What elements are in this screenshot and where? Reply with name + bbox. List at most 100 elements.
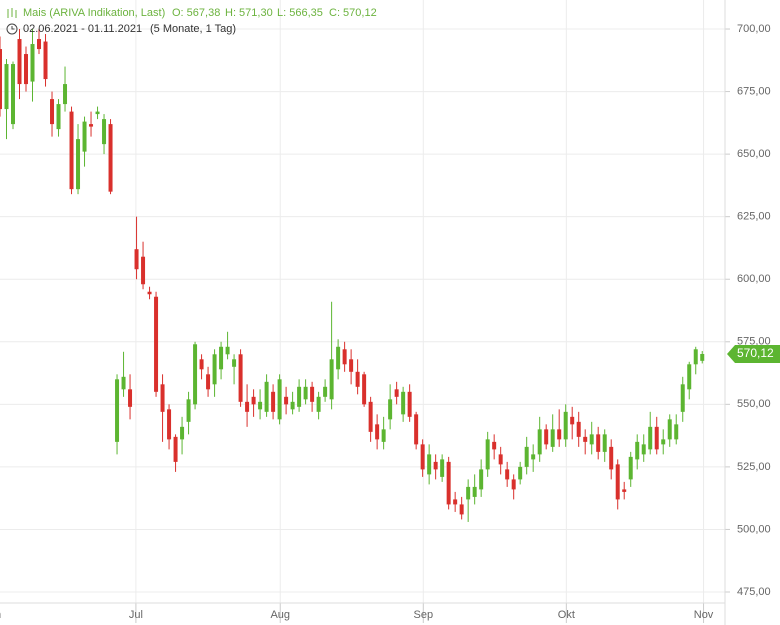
y-tick-label: 600,00 (737, 273, 771, 285)
candle-body (654, 426, 659, 450)
candle-body (154, 296, 159, 392)
candle-body (316, 396, 321, 412)
candle-body (108, 124, 113, 192)
clock-icon (6, 23, 18, 35)
y-tick-label: 575,00 (737, 336, 771, 348)
open-value: O: 567,38 (172, 7, 220, 19)
candle-body (349, 359, 354, 372)
candle-body (362, 374, 367, 405)
candle-body (186, 399, 191, 422)
candle-body (700, 353, 705, 361)
candle-body (693, 349, 698, 365)
y-tick-label: 500,00 (737, 523, 771, 535)
candle-body (531, 454, 536, 460)
candle-body (297, 386, 302, 407)
candle-body (199, 359, 204, 370)
candle-body (687, 364, 692, 390)
candle-body (323, 386, 328, 397)
candle-body (622, 489, 627, 492)
candle-body (329, 359, 334, 400)
candle-body (544, 429, 549, 445)
candle-body (76, 139, 81, 190)
candle-body (290, 401, 295, 410)
candle-body (11, 64, 16, 125)
candle-body (167, 409, 172, 440)
candle-body (609, 446, 614, 470)
candle-body (628, 456, 633, 480)
candle-body (511, 479, 516, 490)
candle-body (557, 429, 562, 440)
high-value: H: 571,30 (225, 7, 273, 19)
candle-body (381, 429, 386, 442)
candle-body (518, 466, 523, 480)
span: (5 Monate, 1 Tag) (150, 23, 236, 35)
candle-body (245, 401, 250, 412)
candle-body (466, 486, 471, 500)
candle-body (212, 354, 217, 385)
candle-body (193, 344, 198, 405)
candle-body (115, 379, 120, 442)
candle-body (433, 461, 438, 470)
candle-body (589, 434, 594, 445)
candle-body (401, 391, 406, 415)
x-tick-label: Aug (270, 609, 290, 621)
close-value: C: 570,12 (329, 7, 377, 19)
candle-body (147, 291, 152, 295)
last-price-badge (727, 344, 780, 363)
candle-body (37, 39, 42, 50)
candle-body (570, 416, 575, 425)
candle-body (550, 429, 555, 447)
candle-body (56, 104, 61, 130)
candle-body (89, 124, 94, 127)
candle-body (121, 376, 126, 390)
candle-body (225, 346, 230, 355)
candle-body (388, 399, 393, 420)
candle-body (303, 386, 308, 400)
x-tick-label: Sep (414, 609, 434, 621)
low-value: L: 566,35 (277, 7, 323, 19)
candle-body (492, 441, 497, 450)
candle-body (95, 111, 100, 115)
candle-body (134, 249, 139, 270)
candle-body (485, 439, 490, 470)
y-tick-label: 700,00 (737, 23, 771, 35)
candle-body (667, 419, 672, 440)
candle-body (251, 396, 256, 405)
candle-body (440, 459, 445, 477)
y-tick-label: 625,00 (737, 211, 771, 223)
candle-body (4, 64, 9, 110)
candle-body (128, 389, 133, 407)
candle-body (394, 389, 399, 397)
candle-body (342, 349, 347, 365)
candle-body (277, 379, 282, 420)
candle-body (310, 386, 315, 402)
candle-body (414, 414, 419, 445)
candle-body (505, 469, 510, 480)
candle-body (24, 54, 29, 85)
y-tick-label: 675,00 (737, 85, 771, 97)
candle-body (284, 396, 289, 405)
candle-body (446, 461, 451, 505)
candle-body (63, 84, 68, 105)
candle-body (641, 444, 646, 455)
candle-body (602, 434, 607, 452)
candle-body (674, 424, 679, 440)
candle-body (173, 436, 178, 462)
candle-body (160, 384, 165, 412)
instrument: Mais (ARIVA Indikation, Last) (23, 7, 165, 19)
candle-body (336, 346, 341, 370)
candle-body (271, 391, 276, 412)
candle-body (69, 111, 74, 190)
candle-body (576, 421, 581, 437)
candle-body (453, 499, 458, 505)
candle-body (563, 411, 568, 440)
candle-body (635, 441, 640, 460)
candle-body (50, 99, 55, 125)
candle-body (407, 391, 412, 417)
candle-body (661, 439, 666, 445)
candle-body (375, 424, 380, 440)
y-tick-label: 525,00 (737, 461, 771, 473)
x-tick-label: Okt (558, 609, 575, 621)
candle-body (537, 429, 542, 455)
